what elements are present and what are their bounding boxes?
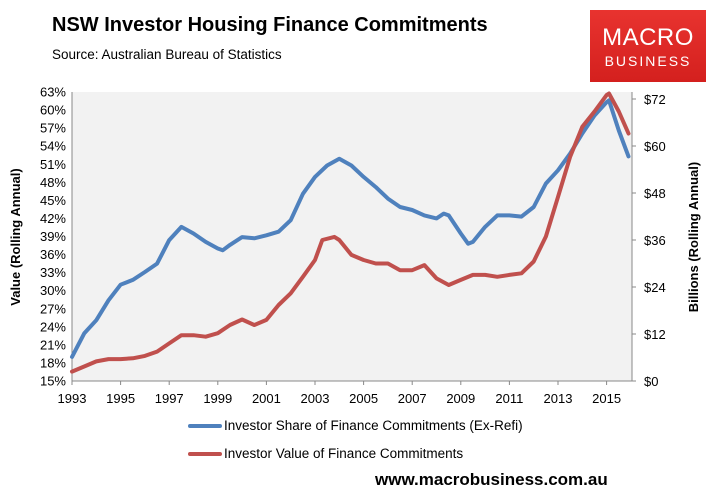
legend-label: Investor Value of Finance Commitments: [224, 446, 464, 461]
legend-swatch-blue: [188, 423, 222, 428]
x-tick-label: 2009: [446, 391, 475, 406]
y-tick-label: 36%: [40, 247, 66, 262]
legend-item-share: Investor Share of Finance Commitments (E…: [188, 418, 523, 433]
y-axis-title: Value (Rolling Annual): [8, 168, 23, 305]
y2-tick-label: $60: [644, 139, 666, 154]
x-tick-label: 2011: [495, 391, 523, 406]
y-tick-label: 57%: [40, 121, 66, 136]
y-tick-label: 51%: [40, 157, 66, 172]
logo-line2: BUSINESS: [604, 53, 692, 69]
x-tick-label: 2003: [301, 391, 330, 406]
y2-tick-label: $12: [644, 327, 666, 342]
y-tick-label: 15%: [40, 374, 66, 389]
y-tick-label: 54%: [40, 139, 66, 154]
logo-line1: MACRO: [602, 24, 694, 51]
y-tick-label: 18%: [40, 355, 66, 370]
x-tick-label: 1999: [203, 391, 232, 406]
y-tick-label: 60%: [40, 103, 66, 118]
x-tick-label: 1993: [58, 391, 87, 406]
y-tick-label: 45%: [40, 193, 66, 208]
y-tick-label: 39%: [40, 229, 66, 244]
y-tick-label: 33%: [40, 265, 66, 280]
x-tick-label: 1995: [106, 391, 135, 406]
legend-item-value: Investor Value of Finance Commitments: [188, 446, 463, 461]
x-tick-label: 2013: [544, 391, 573, 406]
y-tick-label: 42%: [40, 211, 66, 226]
y2-tick-label: $72: [644, 92, 666, 107]
legend-label: Investor Share of Finance Commitments (E…: [224, 418, 523, 433]
y-tick-label: 27%: [40, 301, 66, 316]
y-tick-label: 21%: [40, 337, 66, 352]
x-tick-label: 2007: [398, 391, 427, 406]
chart-subtitle: Source: Australian Bureau of Statistics: [52, 47, 282, 62]
footer-url: www.macrobusiness.com.au: [375, 470, 608, 489]
y2-tick-label: $24: [644, 280, 666, 295]
x-tick-label: 2001: [252, 391, 281, 406]
y-tick-label: 24%: [40, 319, 66, 334]
legend-swatch-red: [188, 451, 222, 456]
x-tick-label: 1997: [155, 391, 184, 406]
chart-title: NSW Investor Housing Finance Commitments: [52, 14, 488, 36]
y-tick-label: 63%: [40, 85, 66, 100]
x-tick-label: 2005: [349, 391, 378, 406]
y2-tick-label: $0: [644, 374, 658, 389]
plot-area: [72, 92, 632, 381]
y2-tick-label: $48: [644, 186, 666, 201]
y-tick-label: 30%: [40, 283, 66, 298]
y-tick-label: 48%: [40, 175, 66, 190]
x-tick-label: 2015: [592, 391, 621, 406]
y2-axis-title: Billions (Rolling Annual): [686, 162, 701, 312]
y2-tick-label: $36: [644, 233, 666, 248]
macrobusiness-logo: MACRO BUSINESS: [590, 10, 706, 82]
